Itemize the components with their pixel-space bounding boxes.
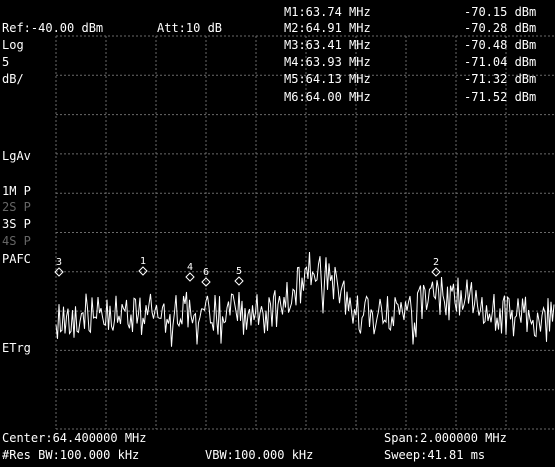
marker-6-level: -71.52 dBm <box>464 90 537 104</box>
video-bandwidth: VBW:100.000 kHz <box>205 448 314 462</box>
graticule <box>55 35 555 430</box>
resolution-bandwidth: #Res BW:100.000 kHz <box>2 448 140 462</box>
marker-3-frequency: M3:63.41 MHz <box>284 38 371 52</box>
marker-5-diamond-icon <box>234 276 244 286</box>
marker-3-diamond-icon <box>54 267 64 277</box>
span: Span:2.000000 MHz <box>384 431 507 445</box>
trigger-indicator: ETrg <box>2 341 31 355</box>
marker-2-number: 2 <box>433 257 439 268</box>
pafc-indicator: PAFC <box>2 252 31 266</box>
scale-type: Log <box>2 38 24 52</box>
scale-division-unit: dB/ <box>2 72 24 86</box>
trace-2-mode: 2S P <box>2 200 31 214</box>
marker-5-number: 5 <box>236 266 242 277</box>
marker-3-level: -70.48 dBm <box>464 38 537 52</box>
average-type: LgAv <box>2 149 31 163</box>
marker-2-level: -70.28 dBm <box>464 21 537 35</box>
trace-1-mode: 1M P <box>2 184 31 198</box>
marker-3-number: 3 <box>56 257 62 268</box>
marker-4-diamond-icon <box>185 272 195 282</box>
marker-1-level: -70.15 dBm <box>464 5 537 19</box>
spectrum-trace <box>55 251 555 347</box>
marker-4-number: 4 <box>187 262 193 273</box>
marker-6-frequency: M6:64.00 MHz <box>284 90 371 104</box>
trace-4-mode: 4S P <box>2 234 31 248</box>
marker-1-number: 1 <box>140 256 146 267</box>
trace-3-mode: 3S P <box>2 217 31 231</box>
marker-1-frequency: M1:63.74 MHz <box>284 5 371 19</box>
marker-5-level: -71.32 dBm <box>464 72 537 86</box>
marker-2-frequency: M2:64.91 MHz <box>284 21 371 35</box>
reference-level: Ref:-40.00 dBm <box>2 21 104 35</box>
attenuation: Att:10 dB <box>157 21 223 35</box>
sweep-time: Sweep:41.81 ms <box>384 448 486 462</box>
marker-2-diamond-icon <box>431 267 441 277</box>
marker-1-diamond-icon <box>138 266 148 276</box>
marker-6-diamond-icon <box>201 277 211 287</box>
marker-4-frequency: M4:63.93 MHz <box>284 55 371 69</box>
marker-4-level: -71.04 dBm <box>464 55 537 69</box>
marker-5-frequency: M5:64.13 MHz <box>284 72 371 86</box>
marker-6-number: 6 <box>203 267 209 278</box>
scale-division-value: 5 <box>2 55 10 69</box>
marker-glyphs: 1 2 3 4 5 6 <box>54 256 441 287</box>
center-frequency: Center:64.400000 MHz <box>2 431 147 445</box>
